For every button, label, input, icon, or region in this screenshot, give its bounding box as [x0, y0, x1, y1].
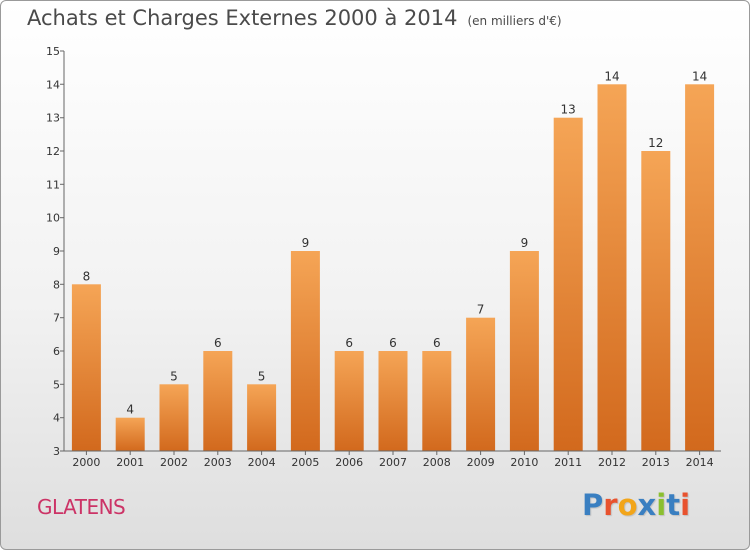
x-tick-label-2000: 2000	[72, 456, 100, 469]
data-label-2000: 8	[83, 269, 91, 283]
y-tick-label-5: 5	[53, 378, 60, 391]
y-tick-label-14: 14	[46, 78, 60, 91]
y-tick-label-4: 4	[53, 412, 60, 425]
data-label-2011: 13	[561, 103, 576, 117]
x-tick-label-2001: 2001	[116, 456, 144, 469]
logo-letter: r	[603, 488, 618, 522]
x-tick-label-2007: 2007	[379, 456, 407, 469]
x-tick-label-2014: 2014	[686, 456, 714, 469]
city-name: GLATENS	[37, 495, 126, 519]
y-tick-label-12: 12	[46, 145, 60, 158]
y-tick-label-6: 6	[53, 345, 60, 358]
chart-title-text: Achats et Charges Externes 2000 à 2014	[27, 6, 458, 30]
x-tick-label-2013: 2013	[642, 456, 670, 469]
bar-2013	[641, 151, 671, 451]
x-tick-label-2003: 2003	[204, 456, 232, 469]
x-tick-label-2011: 2011	[554, 456, 582, 469]
bars-layer	[71, 84, 715, 452]
bar-2003	[203, 351, 233, 451]
data-label-2003: 6	[214, 336, 222, 350]
bar-2005	[290, 251, 320, 451]
data-label-2006: 6	[345, 336, 353, 350]
logo-letter: P	[582, 488, 604, 522]
bar-2012	[597, 84, 627, 452]
bar-2007	[378, 351, 408, 451]
x-tick-label-2002: 2002	[160, 456, 188, 469]
y-tick-label-13: 13	[46, 112, 60, 125]
y-tick-label-7: 7	[53, 312, 60, 325]
logo-letter: i	[656, 488, 667, 522]
logo-letter: i	[680, 488, 691, 522]
bar-2011	[553, 117, 583, 451]
bar-2014	[685, 84, 715, 452]
bar-2004	[247, 384, 277, 451]
x-tick-label-2006: 2006	[335, 456, 363, 469]
labels-layer: 8 2000 4 2001 5 2002 6 2003 5 2004 9 2005 6 2006 6 2007…	[46, 45, 714, 469]
bar-2006	[334, 351, 364, 451]
chart-subtitle: (en milliers d'€)	[467, 14, 562, 28]
data-label-2008: 6	[433, 336, 441, 350]
data-label-2009: 7	[477, 303, 485, 317]
y-tick-label-9: 9	[53, 245, 60, 258]
logo-letter: x	[637, 488, 657, 522]
axes	[60, 50, 721, 455]
data-label-2014: 14	[692, 69, 707, 83]
x-tick-label-2004: 2004	[248, 456, 276, 469]
bar-2010	[509, 251, 539, 451]
chart-title: Achats et Charges Externes 2000 à 2014 (e…	[27, 6, 562, 30]
bar-2009	[466, 317, 496, 451]
data-label-2002: 5	[170, 369, 178, 383]
data-label-2010: 9	[521, 236, 529, 250]
data-label-2013: 12	[648, 136, 663, 150]
data-label-2007: 6	[389, 336, 397, 350]
y-tick-label-8: 8	[53, 278, 60, 291]
y-tick-label-15: 15	[46, 45, 60, 58]
y-tick-label-3: 3	[53, 445, 60, 458]
x-tick-label-2010: 2010	[510, 456, 538, 469]
logo-letter: t	[666, 488, 681, 522]
x-tick-label-2009: 2009	[467, 456, 495, 469]
bar-2002	[159, 384, 189, 451]
x-tick-label-2012: 2012	[598, 456, 626, 469]
bar-2008	[422, 351, 452, 451]
proxiti-logo: Proxiti	[582, 488, 690, 522]
data-label-2005: 9	[302, 236, 310, 250]
bar-2000	[71, 284, 101, 451]
logo-letter: o	[617, 488, 638, 522]
bar-2001	[115, 417, 145, 451]
data-label-2001: 4	[126, 403, 134, 417]
y-tick-label-10: 10	[46, 212, 60, 225]
x-tick-label-2008: 2008	[423, 456, 451, 469]
data-label-2012: 14	[604, 69, 619, 83]
data-label-2004: 5	[258, 369, 266, 383]
y-tick-label-11: 11	[46, 178, 60, 191]
x-tick-label-2005: 2005	[291, 456, 319, 469]
